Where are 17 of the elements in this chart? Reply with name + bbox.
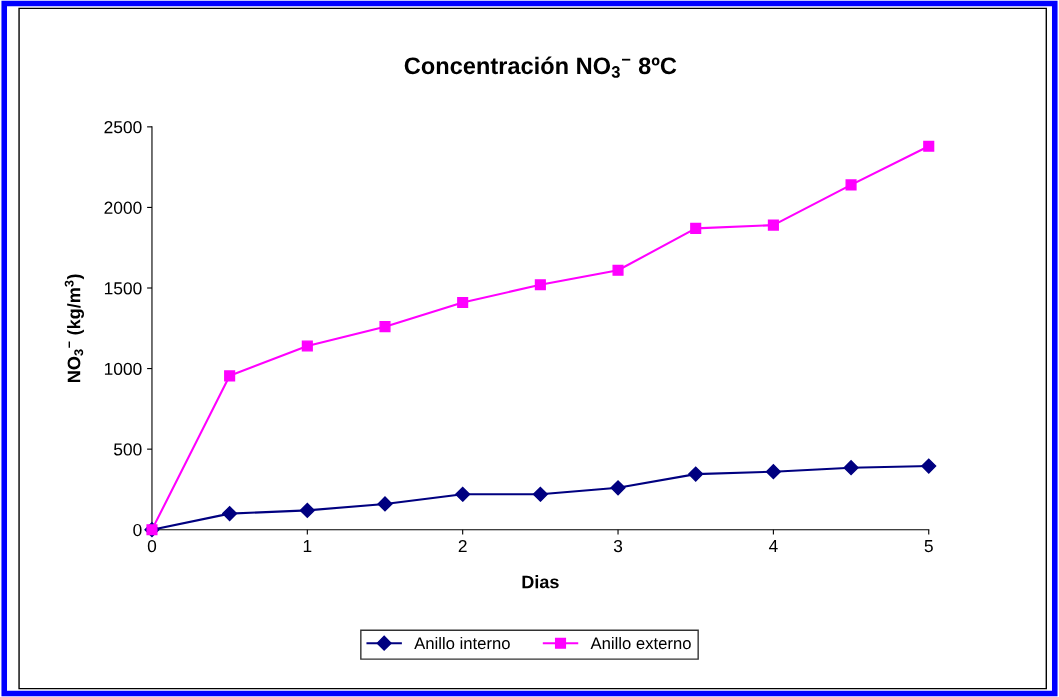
- x-tick-label: 4: [768, 540, 778, 553]
- x-tick-label: 2: [458, 539, 467, 553]
- y-axis-title: NO$_{3}$$^{−}$ (kg/m$^{3}$): [64, 274, 85, 382]
- x-tick-label: 1: [303, 540, 312, 553]
- y-tick-label: 2500: [104, 121, 142, 134]
- y-tick-label: 0: [133, 523, 142, 537]
- y-tick-label: 1500: [104, 282, 142, 295]
- chart-title: Concentración NO$_{3}$$^{−}$ 8ºC: [404, 56, 677, 78]
- legend-label: Anillo externo: [590, 636, 691, 650]
- y-tick-label: 500: [113, 443, 142, 456]
- x-axis-title: Dias: [522, 575, 559, 589]
- y-tick-label: 2000: [104, 201, 142, 214]
- legend-label: Anillo interno: [414, 636, 510, 650]
- x-tick-label: 5: [924, 540, 933, 553]
- x-tick-label: 0: [147, 539, 157, 553]
- y-tick-label: 1000: [104, 362, 142, 376]
- x-tick-label: 3: [613, 539, 623, 553]
